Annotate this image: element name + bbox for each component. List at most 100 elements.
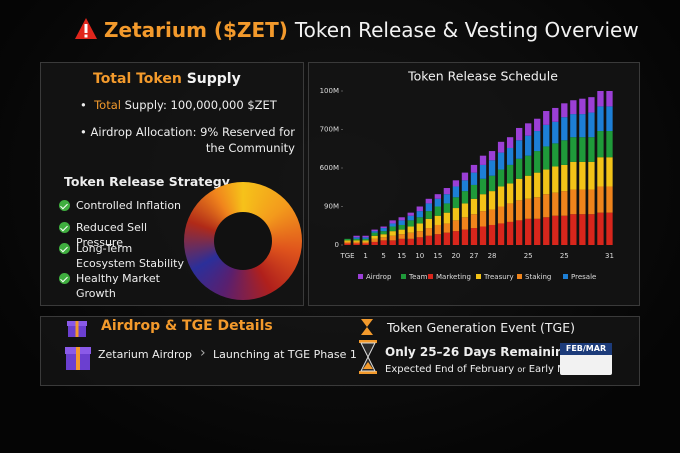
bar-segment	[398, 238, 405, 245]
bar-segment	[443, 194, 451, 204]
bar-segment	[425, 235, 432, 245]
bar-segment	[579, 189, 586, 215]
bar-segment	[497, 223, 505, 245]
x-tick-label: 5	[381, 252, 385, 260]
bar-segment	[443, 223, 451, 233]
bar-segment	[470, 164, 478, 173]
bar-segment	[479, 178, 487, 195]
bar-segment	[534, 218, 541, 245]
expected-text: Early March	[528, 364, 588, 375]
bar-segment	[597, 131, 604, 158]
y-tick-label: 100M	[320, 87, 339, 95]
bar-segment	[570, 100, 577, 115]
bar-segment	[534, 197, 541, 219]
bar-segment	[488, 151, 496, 161]
bar-segment	[515, 140, 523, 159]
bar-segment	[570, 214, 577, 245]
brand: Zetarium ($ZET)	[104, 18, 288, 42]
bar-segment	[407, 212, 414, 216]
bar-segment	[506, 183, 514, 204]
legend-label: Treasury	[483, 273, 514, 281]
bar-segment	[597, 212, 604, 245]
bar-segment	[434, 194, 442, 199]
hourglass-icon	[361, 319, 373, 335]
x-tick-label: 25	[560, 252, 569, 260]
y-tick-label: 700M	[320, 126, 339, 134]
bar-segment	[561, 117, 568, 141]
airdrop-launch: Launching at TGE Phase 1	[213, 348, 357, 361]
bar-segment	[525, 218, 532, 245]
bar-segment	[561, 191, 568, 216]
bar-segment	[380, 240, 387, 245]
bar-segment	[579, 114, 586, 138]
bar-segment	[452, 186, 460, 198]
chart: Token Release Schedule 0 90M 600M 700M 100M T…	[320, 69, 614, 282]
bar-segment	[461, 229, 469, 245]
bar-segment	[515, 200, 523, 221]
bar-segment	[606, 186, 613, 213]
legend-swatch	[517, 274, 522, 279]
bar-segment	[452, 197, 460, 209]
details-panel	[40, 316, 640, 386]
legend-label: Presale	[571, 273, 596, 281]
bar-segment	[543, 194, 550, 218]
bar-segment	[552, 121, 559, 144]
bar-segment	[606, 157, 613, 187]
bar-segment	[497, 186, 505, 207]
x-tick-label: 25	[524, 252, 533, 260]
bar-segment	[561, 103, 568, 118]
bar-segment	[344, 241, 351, 244]
bar-segment	[552, 166, 559, 193]
bar-segment	[398, 234, 405, 239]
bar-segment	[461, 203, 469, 218]
bar-segment	[570, 161, 577, 190]
bar-segment	[416, 237, 423, 245]
bar-segment	[416, 223, 423, 232]
check-icon	[59, 200, 70, 211]
bar-segment	[434, 198, 442, 207]
bar-segment	[416, 231, 423, 238]
bar-segment	[389, 235, 396, 241]
bar-segment	[425, 228, 432, 236]
bar-segment	[515, 158, 523, 179]
bar-segment	[452, 220, 460, 232]
bar-segment	[470, 198, 478, 215]
bar-segment	[588, 97, 595, 113]
bar-segment	[443, 203, 451, 213]
bar-segment	[470, 184, 478, 199]
supply-bullet: • Total Supply: 100,000,000 $ZET	[80, 98, 277, 112]
bar-segment	[407, 238, 414, 245]
expected-text: Expected End of February	[385, 364, 515, 375]
legend-swatch	[358, 274, 363, 279]
gift-icon	[67, 321, 87, 337]
bar-segment	[398, 220, 405, 225]
header: Zetarium ($ZET) Token Release & Vesting …	[104, 18, 639, 42]
bar-segment	[353, 240, 360, 242]
supply-bullet: • Airdrop Allocation: 9% Reserved for the…	[80, 125, 295, 155]
bar-segment	[488, 224, 496, 245]
bar-segment	[543, 124, 550, 147]
bar-segment	[606, 212, 613, 245]
bar-segment	[425, 218, 432, 229]
bar-segment	[606, 131, 613, 158]
bar-segment	[597, 106, 604, 132]
donut-graphic	[184, 182, 302, 300]
bar-segment	[371, 238, 378, 242]
bar-segment	[552, 107, 559, 122]
bar-segment	[371, 229, 378, 232]
bar-segment	[353, 241, 360, 244]
bar-segment	[380, 226, 387, 229]
bar-segment	[353, 243, 360, 245]
bar-segment	[479, 194, 487, 212]
bar-segment	[579, 137, 586, 162]
bar-segment	[407, 220, 414, 227]
bar-segment	[525, 135, 532, 156]
bar-segment	[488, 160, 496, 176]
bar-segment	[479, 211, 487, 227]
strategy-item: Controlled Inflation	[76, 199, 182, 212]
x-tick-label: 15	[433, 252, 442, 260]
legend-label: Marketing	[436, 273, 471, 281]
heading-rest: Supply	[186, 71, 241, 87]
page-title: Token Release & Vesting Overview	[294, 18, 639, 42]
bar-segment	[479, 164, 487, 179]
